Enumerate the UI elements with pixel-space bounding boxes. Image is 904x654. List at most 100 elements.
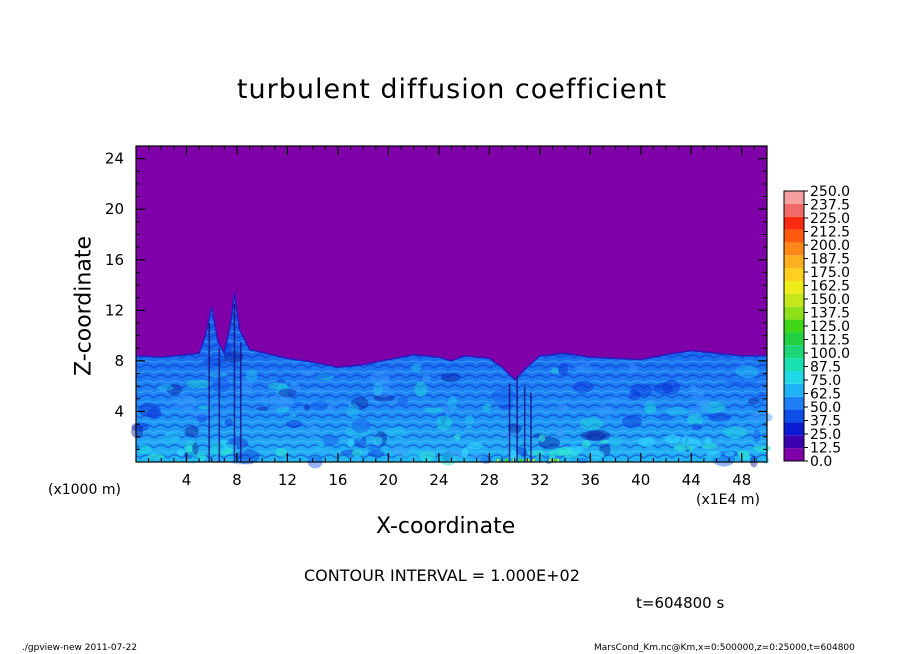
turbulence-eddy xyxy=(345,424,371,438)
colorbar-swatch xyxy=(784,242,804,256)
colorbar-label: 225.0 xyxy=(810,211,850,227)
turbulence-eddy xyxy=(555,426,565,442)
colorbar-swatch xyxy=(784,319,804,333)
turbulence-eddy xyxy=(558,362,568,376)
turbulence-eddy xyxy=(240,381,253,396)
turbulence-eddy xyxy=(223,350,244,363)
surface-speck xyxy=(504,459,507,462)
colorbar-label: 250.0 xyxy=(810,184,850,200)
turbulence-eddy xyxy=(268,382,288,390)
turbulence-eddy xyxy=(204,372,228,378)
colorbar: 0.012.525.037.550.062.575.087.5100.0112.… xyxy=(783,184,850,470)
footer-command: ./gpview-new 2011-07-22 xyxy=(22,643,138,653)
colorbar-swatch xyxy=(784,191,804,204)
colorbar-label: 87.5 xyxy=(810,360,841,376)
turbulence-eddy xyxy=(580,430,607,441)
surface-speck xyxy=(548,459,551,462)
colorbar-label: 162.5 xyxy=(810,279,850,295)
turbulence-eddy xyxy=(138,444,152,455)
colorbar-swatch xyxy=(784,448,804,461)
surface-speck xyxy=(552,459,554,462)
turbulence-eddy xyxy=(315,374,334,380)
turbulence-eddy xyxy=(498,404,514,410)
x-tick-label: 32 xyxy=(530,471,549,489)
surface-speck xyxy=(506,459,509,462)
x-tick-label: 44 xyxy=(682,471,701,489)
turbulence-eddy xyxy=(138,402,161,417)
surface-speck xyxy=(554,459,557,462)
plot-area xyxy=(131,145,773,469)
colorbar-label: 100.0 xyxy=(810,346,850,362)
turbulence-eddy xyxy=(310,400,328,411)
turbulence-eddy xyxy=(423,407,444,413)
turbulence-eddy xyxy=(662,379,680,395)
turbulence-eddy xyxy=(367,450,385,458)
turbulence-eddy xyxy=(197,405,212,410)
turbulence-eddy xyxy=(735,365,759,378)
x-axis: 4 8 12 16 20 24 28 32 36 40 44 48 xyxy=(148,146,755,489)
turbulence-eddy xyxy=(436,415,453,431)
turbulence-eddy xyxy=(396,397,408,407)
colorbar-swatch xyxy=(784,383,804,397)
x-tick-label: 20 xyxy=(379,471,398,489)
turbulence-eddy xyxy=(630,383,653,397)
surface-speck xyxy=(512,459,515,462)
surface-hotspot xyxy=(737,450,750,460)
turbulence-eddy xyxy=(644,401,657,415)
turbulence-eddy xyxy=(276,383,289,399)
turbulence-eddy xyxy=(288,413,297,419)
turbulence-eddy xyxy=(373,382,383,396)
colorbar-swatch xyxy=(784,229,804,243)
surface-hotspot xyxy=(725,451,735,457)
turbulence-eddy xyxy=(303,403,310,411)
turbulence-eddy xyxy=(731,425,747,436)
y-tick-label: 12 xyxy=(105,301,124,319)
colorbar-swatch xyxy=(784,396,804,410)
turbulence-eddy xyxy=(622,414,643,428)
turbulence-eddy xyxy=(309,373,331,379)
colorbar-swatch xyxy=(784,306,804,320)
colorbar-label: 150.0 xyxy=(810,292,850,308)
turbulence-eddy xyxy=(414,381,428,398)
turbulence-eddy xyxy=(610,396,620,404)
turbulence-eddy xyxy=(269,393,293,409)
turbulence-eddy xyxy=(278,388,297,398)
turbulence-eddy xyxy=(441,452,454,462)
x-tick-label: 12 xyxy=(278,471,297,489)
turbulence-eddy xyxy=(372,387,394,397)
surface-hotspot xyxy=(556,447,573,456)
turbulence-eddy xyxy=(574,364,593,373)
surface-hotspot xyxy=(466,442,484,450)
surface-hotspot xyxy=(704,437,712,445)
turbulence-eddy xyxy=(491,388,517,404)
turbulence-eddy xyxy=(753,429,761,443)
surface-hotspot xyxy=(275,447,287,457)
colorbar-label: 200.0 xyxy=(810,238,850,254)
surface-hotspot xyxy=(186,444,193,453)
turbulence-eddy xyxy=(183,451,194,460)
footer-source: MarsCond_Km.nc@Km,x=0:500000,z=0:25000,t… xyxy=(594,643,855,653)
surface-speck xyxy=(518,459,521,462)
turbulence-eddy xyxy=(276,406,290,413)
surface-hotspot xyxy=(373,436,383,446)
turbulence-eddy xyxy=(186,379,211,389)
turbulence-eddy xyxy=(190,411,212,417)
colorbar-swatch xyxy=(784,281,804,294)
turbulence-eddy xyxy=(572,380,594,393)
y-tick-label: 20 xyxy=(105,200,124,218)
surface-hotspot xyxy=(706,450,722,459)
turbulence-eddy xyxy=(373,394,395,402)
y-tick-label: 8 xyxy=(114,352,124,370)
colorbar-label: 175.0 xyxy=(810,265,850,281)
turbulence-eddy xyxy=(131,424,144,439)
turbulence-eddy xyxy=(443,449,468,461)
x-tick-label: 4 xyxy=(182,471,192,489)
turbulence-eddy xyxy=(224,418,233,427)
x-tick-label: 24 xyxy=(429,471,448,489)
colorbar-swatch xyxy=(784,345,804,359)
colorbar-label: 75.0 xyxy=(810,373,841,389)
turbulence-eddy xyxy=(707,412,732,422)
x-tick-label: 36 xyxy=(581,471,600,489)
colorbar-label: 37.5 xyxy=(810,414,841,430)
